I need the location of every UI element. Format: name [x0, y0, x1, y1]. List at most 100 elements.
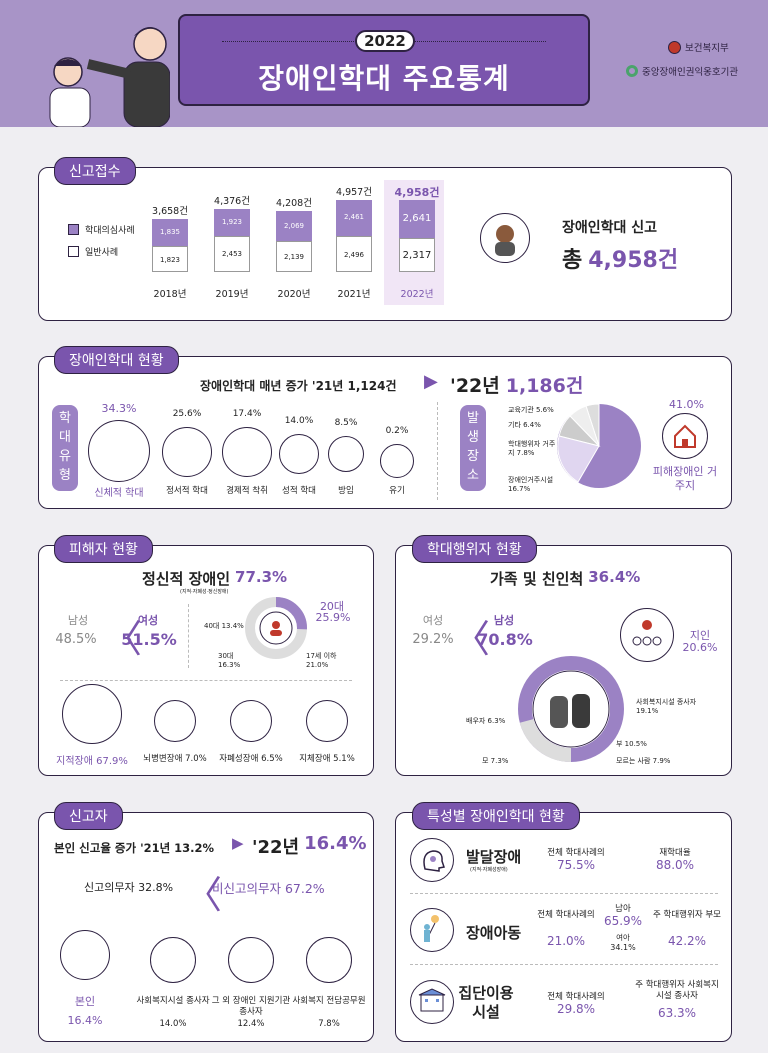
- main-place-pct: 41.0%: [669, 398, 704, 411]
- org-ministry: 보건복지부: [668, 40, 729, 54]
- page-title: 장애인학대 주요통계: [258, 62, 510, 95]
- year-badge: 2022: [355, 30, 415, 52]
- building-icon: [410, 980, 454, 1024]
- bar-total-label: 4,957건: [336, 187, 372, 199]
- reporter-label: 사회복지 전담공무원: [292, 996, 366, 1006]
- type-icon: [222, 427, 272, 477]
- age-20-pct: 25.9%: [315, 611, 351, 624]
- dev-note: (지적·자폐성장애): [470, 867, 508, 873]
- disability-icon: [62, 684, 122, 744]
- type-pct: 17.4%: [232, 409, 262, 419]
- child-c3-label: 주 학대행위자 부모: [653, 910, 721, 920]
- abuser-father: 부 10.5%: [616, 740, 647, 748]
- reporter-headline-value: '22년 16.4%: [252, 833, 367, 859]
- place-abuser-home: 학대행위자 거주지 7.8%: [508, 440, 556, 457]
- victim-male-pct: 48.5%: [55, 632, 97, 647]
- acquaintance-icon: [620, 608, 674, 662]
- ministry-name: 보건복지부: [685, 43, 729, 54]
- main-place-label: 피해장애인 거주지: [652, 465, 718, 492]
- abuser-title-pct: 36.4%: [588, 568, 641, 586]
- place-edu: 교육기관 5.6%: [508, 406, 554, 414]
- bar-year-label: 2020년: [277, 289, 311, 300]
- type-tag-char: 유: [59, 449, 71, 464]
- status-divider: [437, 402, 438, 500]
- house-icon: [662, 413, 708, 459]
- reporter-label: 본인: [74, 995, 96, 1008]
- group-title: 집단이용 시설: [458, 984, 514, 1021]
- bar-total-label: 4,958건: [394, 186, 440, 200]
- victim-female-pct: 51.5%: [121, 630, 177, 649]
- reports-summary: 총 4,958건: [562, 242, 678, 274]
- acq-label: 지인: [689, 629, 711, 642]
- summary-prefix: 총: [562, 248, 583, 273]
- agency-name: 중앙장애인권익옹호기관: [642, 67, 739, 78]
- bar-abuse: 1,835: [152, 218, 188, 246]
- type-label: 유기: [389, 486, 405, 496]
- status-tag: 장애인학대 현황: [54, 346, 179, 374]
- type-icon: [328, 436, 364, 472]
- trend-value: '22년 1,186건: [450, 371, 583, 398]
- reporter-label: 그 외 장애인 지원기관 종사자: [211, 996, 291, 1017]
- special-hsep-2: [410, 964, 718, 965]
- type-side-tag: 학 대 유 형: [52, 405, 78, 491]
- dev-c2-label: 재학대율: [659, 848, 691, 858]
- place-disabled-facility: 장애인거주시설 16.7%: [508, 476, 554, 493]
- type-label: 성적 학대: [282, 486, 316, 496]
- abuser-female-pct: 29.2%: [412, 632, 454, 647]
- type-pct: 8.5%: [334, 418, 358, 428]
- disability-icon: [230, 700, 272, 742]
- child-girl-label: 여아: [616, 933, 630, 942]
- place-pie-chart: [557, 403, 641, 488]
- abuser-spouse: 배우자 6.3%: [466, 717, 506, 725]
- child-c1-label: 전체 학대사례의: [537, 910, 595, 920]
- trend-year: '22년: [450, 375, 500, 397]
- abuser-female-label: 여성: [422, 614, 444, 627]
- type-label: 정서적 학대: [166, 486, 208, 496]
- legend-abuse-label: 학대의심사례: [85, 226, 135, 236]
- reports-summary-label: 장애인학대 신고: [562, 220, 658, 236]
- victim-note: (지적·자폐성·정신장애): [180, 589, 229, 595]
- type-pct: 0.2%: [385, 426, 409, 436]
- title-box: [178, 14, 590, 106]
- mandatory-reporter: 신고의무자 32.8%: [84, 881, 174, 894]
- abuser-title-text: 가족 및 친인척: [490, 570, 584, 588]
- legend-swatch-abuse: [68, 224, 79, 235]
- bar-total-label: 4,208건: [276, 197, 312, 209]
- bar-year-label: 2018년: [153, 289, 187, 300]
- summary-value: 4,958건: [588, 248, 679, 273]
- trend-label: 장애인학대 매년 증가 '21년 1,124건: [200, 379, 397, 393]
- group-c1-value: 29.8%: [556, 1002, 596, 1016]
- reporter-pct: 14.0%: [159, 1019, 187, 1029]
- ministry-logo-icon: [668, 40, 681, 54]
- reporter-label: 사회복지시설 종사자: [136, 996, 210, 1006]
- child-boy-label: 남아: [615, 904, 631, 914]
- abuser-tag: 학대행위자 현황: [412, 535, 537, 563]
- agency-logo-icon: [626, 65, 638, 77]
- disability-icon: [154, 700, 196, 742]
- type-pct: 25.6%: [172, 409, 202, 419]
- legend-swatch-general: [68, 246, 79, 257]
- abuser-mother: 모 7.3%: [482, 757, 509, 765]
- type-icon: [88, 420, 150, 482]
- illustration-image: [49, 27, 170, 127]
- reporter-person-icon: [480, 213, 530, 263]
- bar-abuse: 2,069: [276, 210, 312, 241]
- reporter-pct: 16.4%: [304, 833, 367, 854]
- reporter-icon: [150, 937, 196, 983]
- age-20-label: 20대: [319, 600, 345, 613]
- victim-male-label: 남성: [67, 614, 89, 627]
- acq-pct: 20.6%: [682, 641, 718, 654]
- abuser-title: 가족 및 친인척 36.4%: [490, 568, 640, 589]
- type-pct: 14.0%: [284, 416, 314, 426]
- bar-general: 2,453: [214, 236, 250, 272]
- trend-arrow-icon: ▶: [424, 371, 438, 392]
- reporter-icon: [306, 937, 352, 983]
- disability-label: 지체장애 5.1%: [299, 754, 355, 764]
- disability-label: 지적장애 67.9%: [56, 756, 128, 767]
- bar-abuse: 2,641: [399, 200, 435, 239]
- bar-total-label: 4,376건: [214, 195, 250, 207]
- bar-year-label: 2021년: [337, 289, 371, 300]
- group-c1-label: 전체 학대사례의: [547, 992, 605, 1002]
- reports-tag: 신고접수: [54, 157, 136, 185]
- disability-label: 뇌병변장애 7.0%: [143, 754, 207, 764]
